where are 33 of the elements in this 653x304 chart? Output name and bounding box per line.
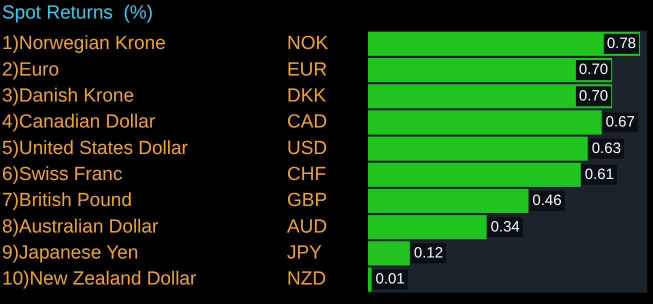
y2-tick-label: GBP	[287, 190, 328, 212]
y-tick-label: 1)Norwegian Krone	[2, 33, 166, 54]
data-label: 0.78	[606, 35, 636, 52]
data-label: 0.70	[578, 61, 608, 78]
bar	[368, 32, 640, 56]
y2-tick-label: CHF	[287, 164, 326, 186]
y-tick-label: 6)Swiss Franc	[2, 164, 122, 186]
y2-tick-label: CAD	[287, 112, 328, 133]
y2-tick-label: NZD	[287, 268, 326, 290]
y-tick-label: 9)Japanese Yen	[2, 242, 138, 264]
y2-tick-label: EUR	[287, 59, 328, 80]
data-label: 0.70	[578, 87, 608, 104]
y-tick-label: 4)Canadian Dollar	[2, 112, 156, 133]
bar	[368, 267, 372, 292]
y-tick-label: 2)Euro	[2, 59, 60, 80]
y-tick-label: 5)United States Dollar	[2, 138, 189, 159]
data-label: 0.01	[375, 270, 405, 288]
data-label: 0.63	[592, 140, 621, 157]
y2-tick-label: NOK	[287, 33, 328, 54]
data-label: 0.12	[414, 244, 444, 262]
data-label: 0.46	[532, 192, 562, 210]
y-tick-label: 7)British Pound	[2, 190, 132, 212]
data-label: 0.34	[490, 218, 520, 236]
y2-tick-label: USD	[287, 138, 328, 159]
y2-tick-label: AUD	[287, 216, 328, 238]
text: Spot Returns (%)	[2, 2, 153, 24]
y2-tick-label: JPY	[287, 242, 322, 264]
y-tick-label: 3)Danish Krone	[2, 85, 134, 106]
y2-tick-label: DKK	[287, 85, 326, 106]
data-label: 0.67	[606, 114, 635, 131]
data-label: 0.61	[584, 166, 614, 183]
y-tick-label: 10)New Zealand Dollar	[2, 268, 197, 290]
y-tick-label: 8)Australian Dollar	[2, 216, 159, 238]
